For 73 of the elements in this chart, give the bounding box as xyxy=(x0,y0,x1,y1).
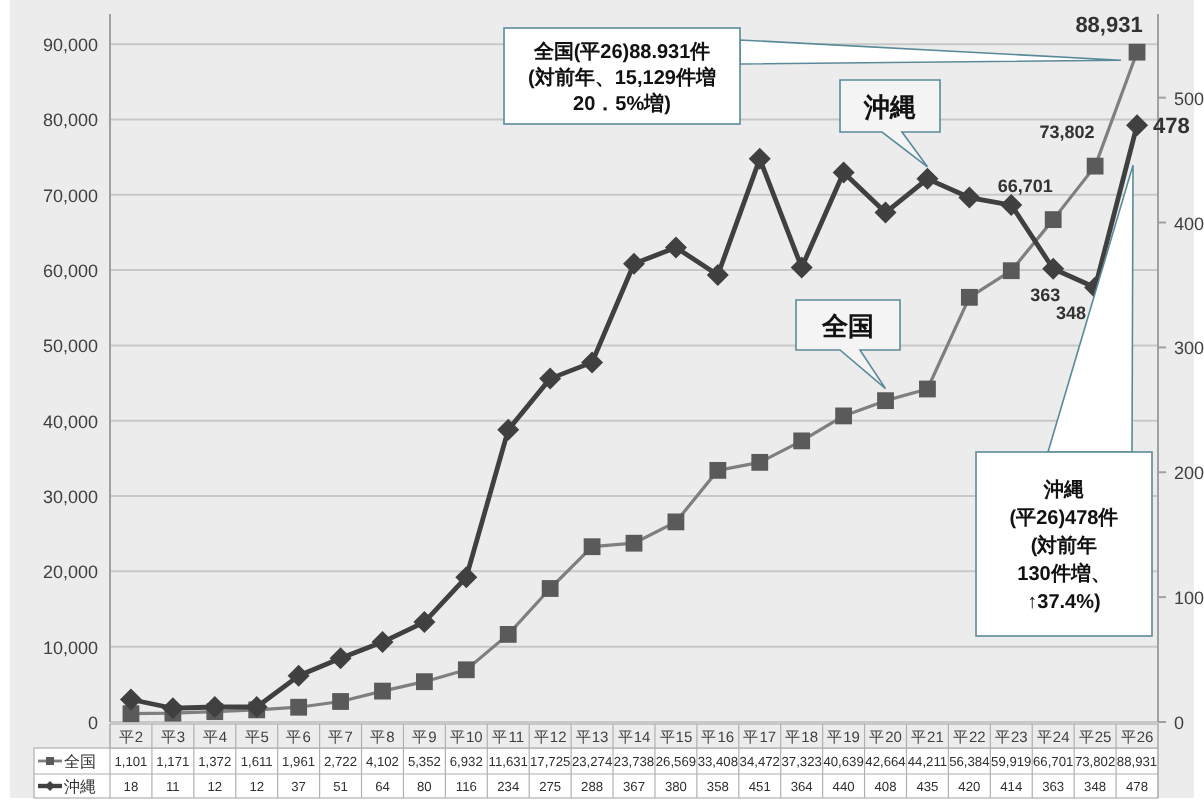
point xyxy=(416,673,433,691)
point xyxy=(790,256,813,279)
y2-tick-label: 300 xyxy=(1174,338,1204,359)
y-tick-label: 50,000 xyxy=(42,336,98,357)
point xyxy=(667,513,685,531)
point xyxy=(664,236,687,259)
y-tick-label: 60,000 xyxy=(42,261,98,282)
point xyxy=(793,432,811,450)
y-tick-label: 70,000 xyxy=(42,185,98,206)
point xyxy=(1002,262,1020,280)
y2-tick-label: 400 xyxy=(1174,213,1204,234)
text: 363 xyxy=(1030,284,1061,305)
point xyxy=(832,161,855,184)
point xyxy=(1044,211,1062,229)
text: 348 xyxy=(1056,303,1087,324)
point xyxy=(1086,157,1104,175)
y-tick-label: 0 xyxy=(87,713,98,733)
annotation: 沖縄 (平26)478件 (対前年 130件増、 ↑37.4%) xyxy=(1009,478,1119,614)
point xyxy=(583,538,601,556)
point xyxy=(625,534,643,552)
point xyxy=(329,647,352,670)
point xyxy=(332,693,349,710)
point xyxy=(958,186,981,209)
point xyxy=(960,288,978,306)
y-tick-label: 80,000 xyxy=(42,110,98,131)
point xyxy=(748,147,771,170)
text: 73,802 xyxy=(1039,122,1095,143)
point xyxy=(877,392,894,410)
point xyxy=(374,682,391,700)
y2-tick-label: 100 xyxy=(1174,588,1204,609)
legend-label: 全国 xyxy=(64,753,96,771)
y-tick-label: 90,000 xyxy=(42,35,98,56)
y-tick-label: 20,000 xyxy=(42,562,98,583)
point xyxy=(835,407,852,425)
y-tick-label: 30,000 xyxy=(42,487,98,508)
point xyxy=(245,696,268,719)
point xyxy=(541,580,559,597)
point xyxy=(499,626,517,643)
y-tick-label: 40,000 xyxy=(42,411,98,432)
text: 沖縄 xyxy=(864,92,916,122)
text: 全国 xyxy=(822,311,874,341)
point xyxy=(1128,43,1146,61)
point xyxy=(874,201,897,224)
point xyxy=(623,252,645,275)
y2-tick-label: 200 xyxy=(1174,463,1204,484)
point xyxy=(290,698,308,716)
point xyxy=(1000,194,1023,217)
point xyxy=(161,697,184,720)
text: 478 xyxy=(1153,115,1190,140)
y-tick-label: 10,000 xyxy=(42,637,98,658)
point xyxy=(287,664,310,687)
point xyxy=(413,611,436,634)
point xyxy=(1042,257,1065,280)
point xyxy=(919,380,936,398)
point xyxy=(455,566,478,589)
point xyxy=(751,453,769,471)
point xyxy=(916,167,939,190)
point xyxy=(371,631,394,654)
point xyxy=(581,351,604,374)
y2-tick-label: 0 xyxy=(1174,713,1185,733)
point xyxy=(119,688,142,711)
point xyxy=(539,367,562,390)
point xyxy=(1126,114,1149,137)
text: 66,701 xyxy=(997,175,1053,196)
legend-label: 沖縄 xyxy=(64,778,96,796)
text: 88,931 xyxy=(1075,14,1143,39)
annotation: 全国(平26)88.931件 (対前年、15,129件増 20．5%増) xyxy=(528,40,716,116)
y2-tick-label: 500 xyxy=(1174,88,1204,109)
point xyxy=(497,418,520,441)
point xyxy=(709,461,727,479)
point xyxy=(706,263,729,286)
point xyxy=(203,696,226,719)
point xyxy=(457,661,475,679)
